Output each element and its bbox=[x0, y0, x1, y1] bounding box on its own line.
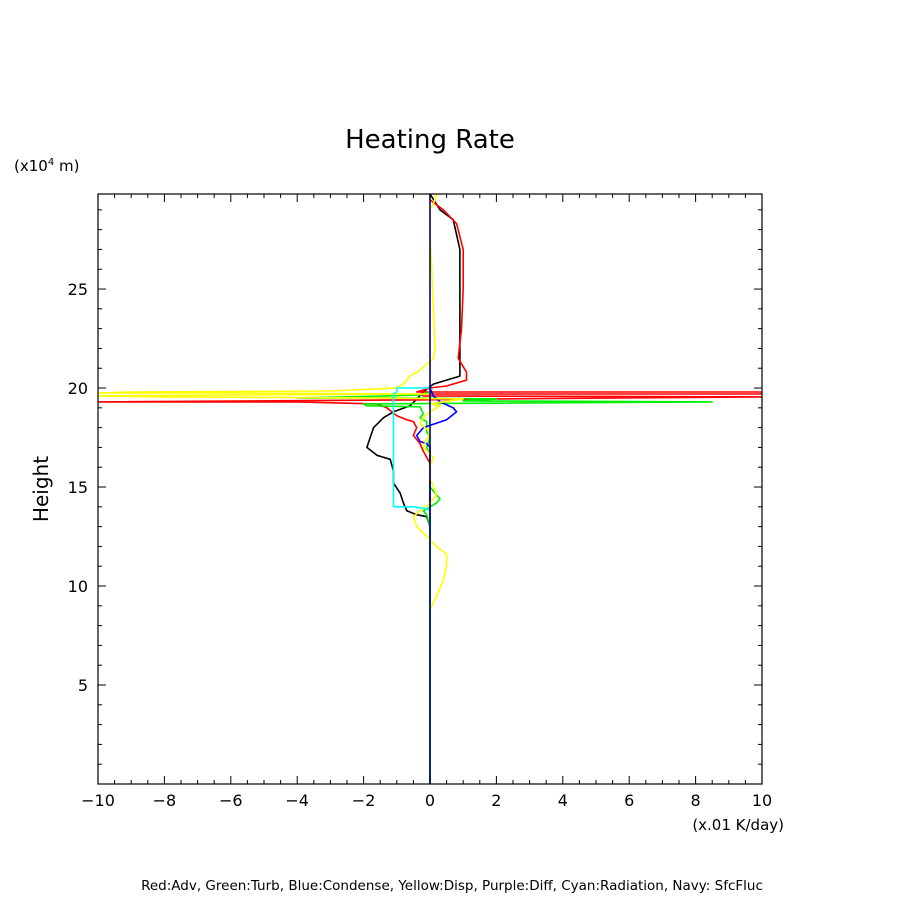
y-axis-label: Height bbox=[29, 456, 53, 522]
plot-area: −10 −8 −6 −4 −2 0 2 4 6 8 10 5 10 15 20 25 bbox=[68, 193, 772, 810]
y-unit-exponent: 4 bbox=[48, 157, 54, 168]
series-line-4 bbox=[415, 387, 458, 784]
series-line-3 bbox=[296, 391, 714, 784]
x-tick-label: 2 bbox=[491, 791, 501, 810]
series-line-1 bbox=[366, 194, 461, 784]
y-tick-label: 20 bbox=[68, 379, 88, 398]
y-tick-label: 15 bbox=[68, 478, 88, 497]
series-line-6 bbox=[392, 387, 431, 784]
x-tick-label: −8 bbox=[153, 791, 177, 810]
chart-title: Heating Rate bbox=[345, 125, 515, 155]
y-axis-unit: (x104 m) bbox=[14, 157, 79, 175]
x-tick-label: −4 bbox=[285, 791, 309, 810]
y-tick-label: 25 bbox=[68, 280, 88, 299]
x-tick-label: −2 bbox=[352, 791, 376, 810]
x-tick-label: 4 bbox=[558, 791, 568, 810]
legend-text: Red:Adv, Green:Turb, Blue:Condense, Yell… bbox=[141, 878, 763, 894]
x-axis-unit: (x.01 K/day) bbox=[692, 816, 784, 834]
x-tick-label: −6 bbox=[219, 791, 243, 810]
y-unit-prefix: (x10 bbox=[14, 157, 48, 175]
x-tick-label: −10 bbox=[81, 791, 115, 810]
y-unit-suffix: m) bbox=[54, 157, 79, 175]
y-tick-label: 10 bbox=[68, 577, 88, 596]
x-tick-label: 0 bbox=[425, 791, 435, 810]
x-tick-label: 8 bbox=[691, 791, 701, 810]
y-tick-label: 5 bbox=[78, 676, 88, 695]
x-tick-label: 10 bbox=[752, 791, 772, 810]
series-line-2 bbox=[98, 199, 762, 784]
x-tick-label: 6 bbox=[624, 791, 634, 810]
